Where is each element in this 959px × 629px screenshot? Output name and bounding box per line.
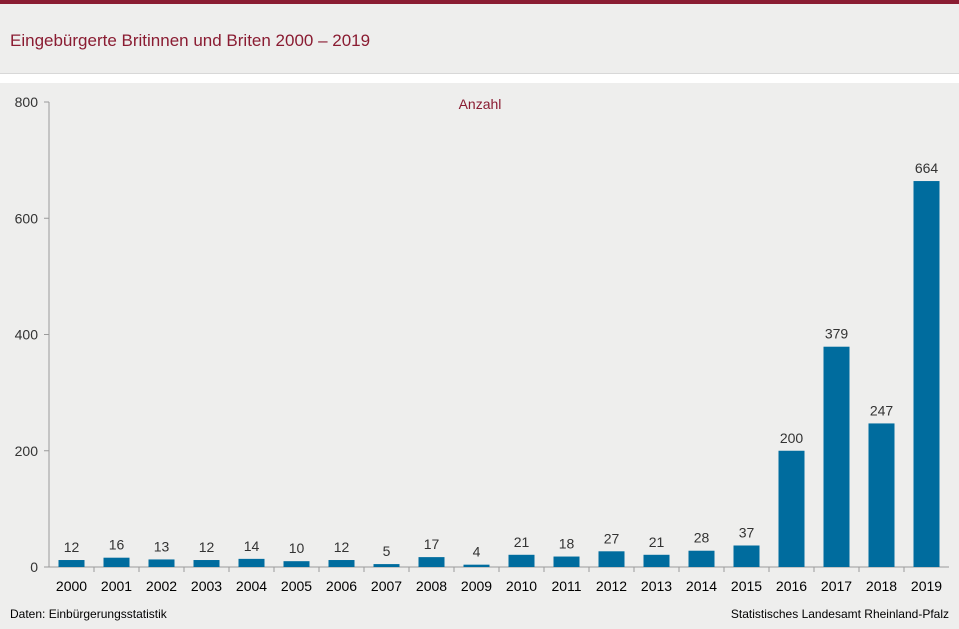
data-label: 16 (109, 537, 125, 553)
x-tick-label: 2013 (641, 578, 672, 594)
bar (463, 564, 490, 567)
bar (328, 560, 355, 567)
data-label: 37 (739, 524, 755, 540)
data-label: 12 (199, 539, 215, 555)
top-accent-rule (0, 0, 959, 4)
bar (643, 554, 670, 567)
x-tick-label: 2003 (191, 578, 222, 594)
bar (868, 423, 895, 567)
header: Eingebürgerte Britinnen und Briten 2000 … (0, 4, 959, 74)
x-tick-label: 2019 (911, 578, 942, 594)
bar (508, 554, 535, 567)
y-tick-label: 0 (30, 559, 38, 575)
data-label: 14 (244, 538, 260, 554)
x-tick-label: 2017 (821, 578, 852, 594)
data-label: 28 (694, 530, 710, 546)
x-tick-label: 2012 (596, 578, 627, 594)
data-label: 247 (870, 402, 894, 418)
x-tick-label: 2001 (101, 578, 132, 594)
x-tick-label: 2000 (56, 578, 87, 594)
bar (688, 550, 715, 567)
data-label: 664 (915, 160, 939, 176)
x-tick-label: 2007 (371, 578, 402, 594)
data-label: 27 (604, 530, 620, 546)
data-label: 5 (383, 543, 391, 559)
bar (778, 450, 805, 567)
x-tick-label: 2018 (866, 578, 897, 594)
x-tick-label: 2016 (776, 578, 807, 594)
y-axis-label: Anzahl (459, 96, 502, 112)
bar (238, 558, 265, 567)
bar (148, 559, 175, 567)
x-tick-label: 2008 (416, 578, 447, 594)
data-label: 379 (825, 326, 849, 342)
publisher: Statistisches Landesamt Rheinland-Pfalz (730, 607, 949, 621)
data-label: 21 (649, 534, 665, 550)
x-tick-label: 2002 (146, 578, 177, 594)
data-label: 13 (154, 538, 170, 554)
data-source: Daten: Einbürgerungsstatistik (10, 607, 167, 621)
y-tick-label: 200 (15, 443, 39, 459)
data-label: 10 (289, 540, 305, 556)
x-tick-label: 2015 (731, 578, 762, 594)
x-tick-label: 2014 (686, 578, 717, 594)
data-label: 12 (334, 539, 350, 555)
data-label: 12 (64, 539, 80, 555)
y-tick-label: 600 (15, 210, 39, 226)
bar (193, 560, 220, 567)
data-label: 200 (780, 430, 804, 446)
data-label: 21 (514, 534, 530, 550)
chart-title: Eingebürgerte Britinnen und Briten 2000 … (10, 31, 371, 50)
x-tick-label: 2005 (281, 578, 312, 594)
bar (598, 551, 625, 567)
x-tick-label: 2004 (236, 578, 267, 594)
data-label: 17 (424, 536, 440, 552)
bar (733, 545, 760, 567)
y-tick-label: 400 (15, 327, 39, 343)
bar (283, 561, 310, 567)
x-tick-label: 2009 (461, 578, 492, 594)
bar (823, 346, 850, 567)
bar (103, 557, 130, 567)
x-tick-label: 2011 (551, 578, 581, 594)
x-tick-label: 2006 (326, 578, 357, 594)
y-tick-label: 800 (15, 94, 39, 110)
bar (58, 560, 85, 567)
bar (418, 557, 445, 567)
bar (913, 181, 940, 568)
data-label: 4 (473, 544, 481, 560)
data-label: 18 (559, 536, 575, 552)
bar (373, 564, 400, 567)
bar (553, 556, 580, 567)
x-tick-label: 2010 (506, 578, 537, 594)
